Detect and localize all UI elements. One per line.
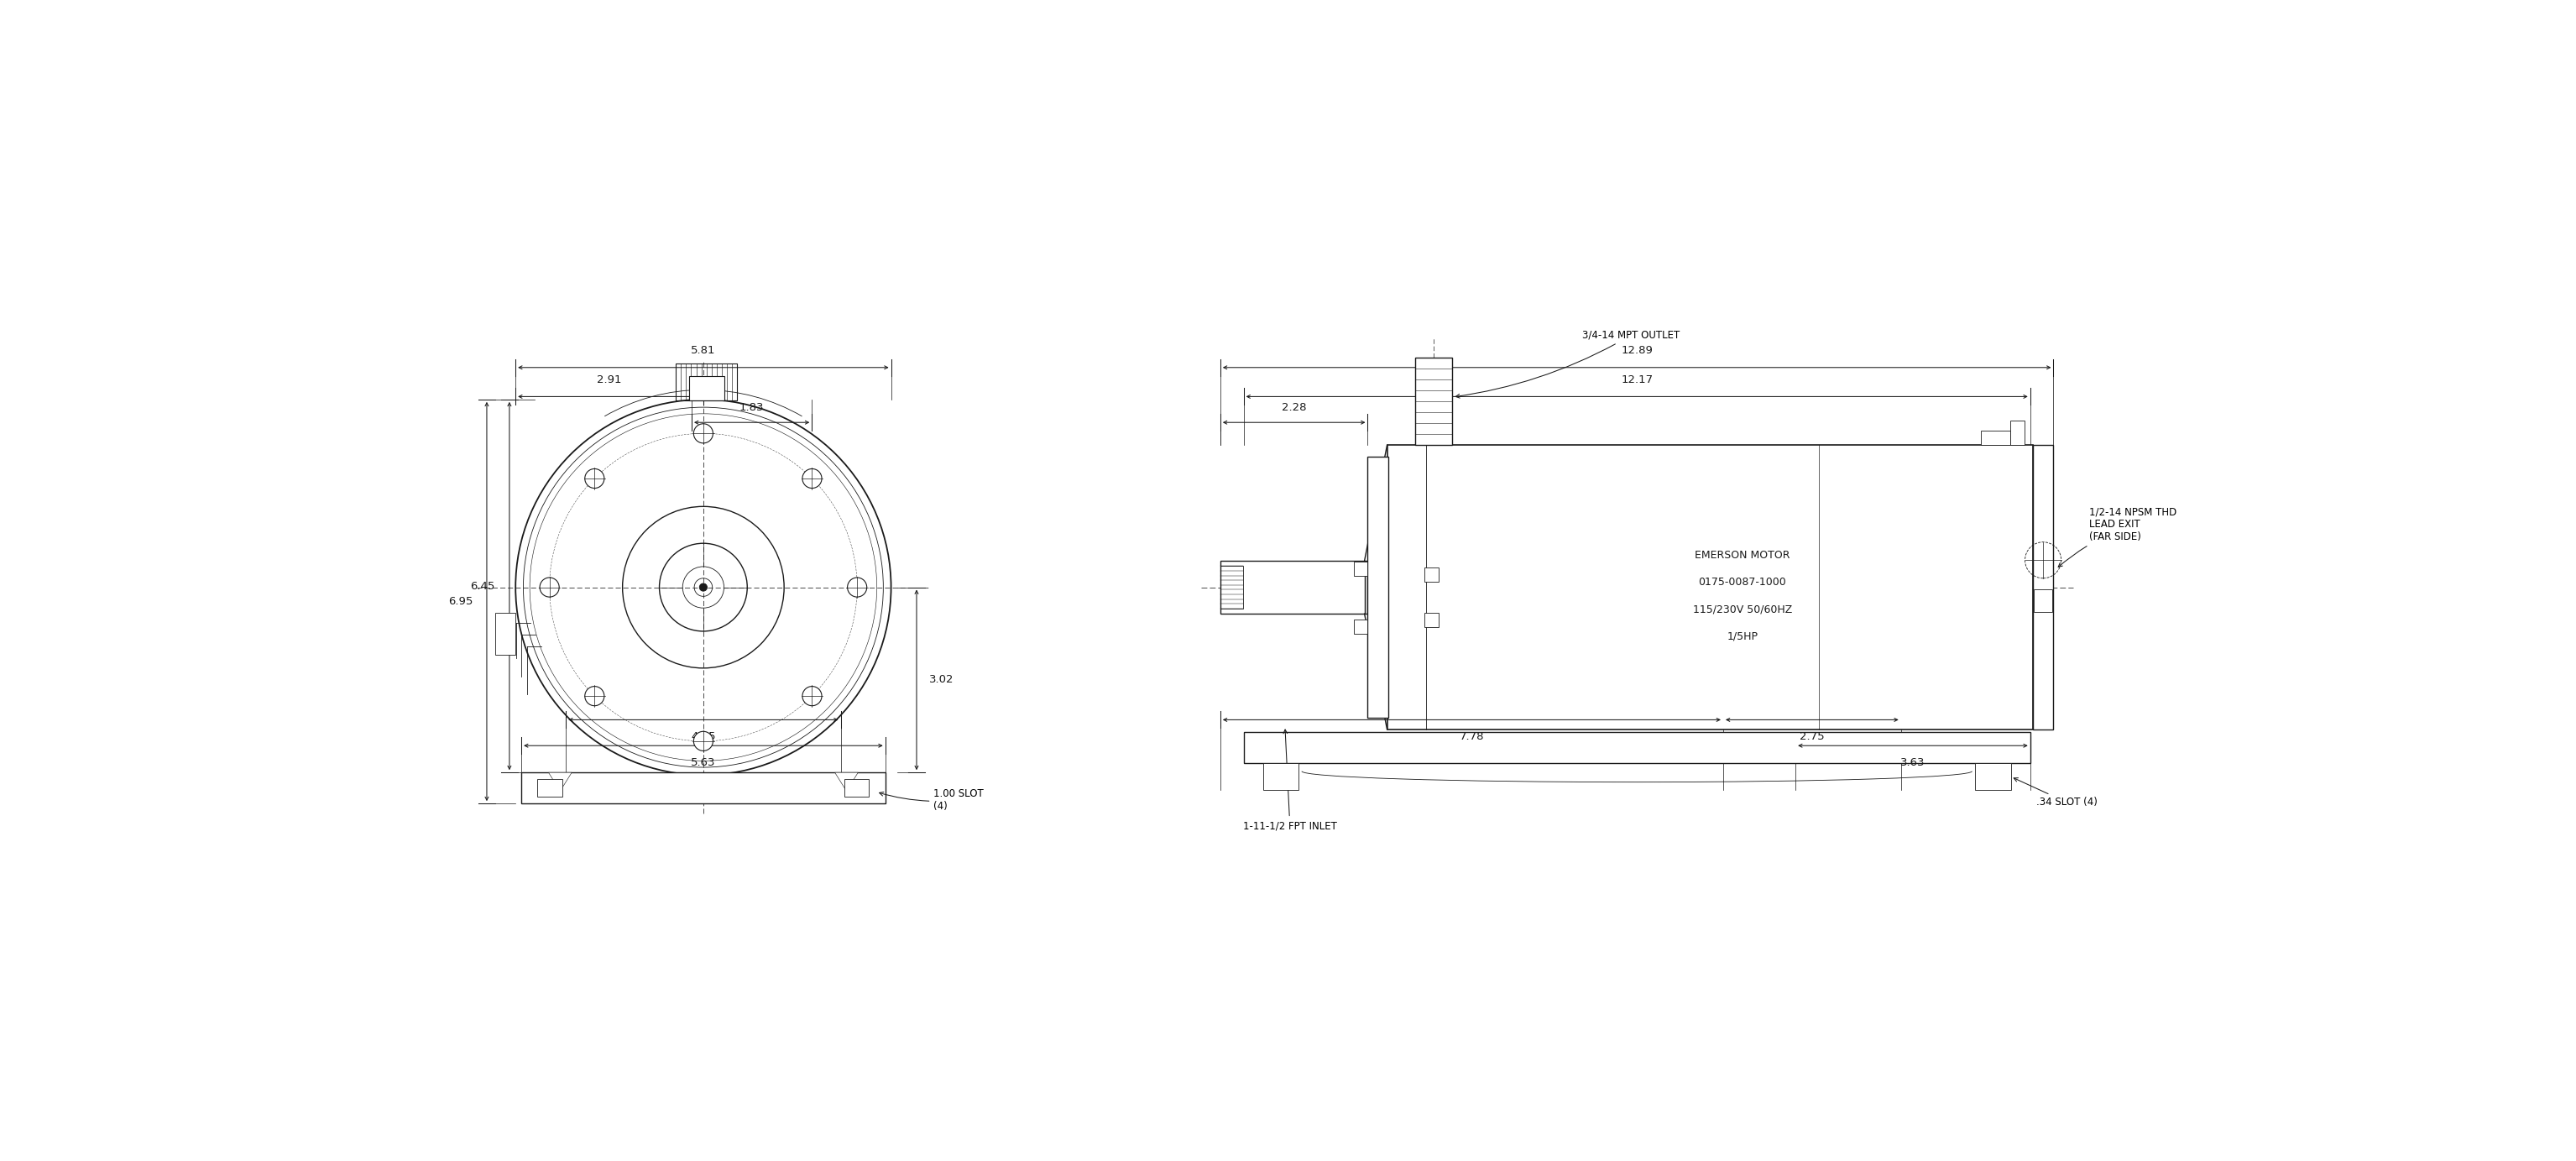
Bar [1425,613,1440,627]
Text: 0175-0087-1000: 0175-0087-1000 [1698,577,1785,587]
Bar [1976,763,2012,791]
Bar [688,376,724,401]
Polygon shape [549,772,572,791]
Bar [1352,620,1368,634]
Bar [1425,568,1440,582]
Bar [1244,733,2030,763]
Text: 1.00 SLOT
(4): 1.00 SLOT (4) [878,788,984,812]
Text: 3/4-14 MPT OUTLET: 3/4-14 MPT OUTLET [1455,330,1680,398]
Bar [538,779,562,798]
Text: 3.63: 3.63 [1901,757,1924,769]
Text: 6.95: 6.95 [448,596,471,607]
Text: 12.89: 12.89 [1620,345,1654,356]
Circle shape [801,469,822,488]
Circle shape [701,583,708,591]
Text: 6.45: 6.45 [471,580,495,591]
Text: 4.25: 4.25 [690,731,716,742]
Bar [1221,567,1244,608]
Bar [1981,431,2009,445]
Text: 2.75: 2.75 [1801,731,1824,742]
Text: 7.78: 7.78 [1461,731,1484,742]
Bar [495,613,515,655]
Circle shape [693,731,714,751]
Bar [1262,763,1298,791]
Bar [2032,445,2053,729]
Text: 12.17: 12.17 [1620,374,1654,385]
Circle shape [541,577,559,597]
Text: 1-11-1/2 FPT INLET: 1-11-1/2 FPT INLET [1244,729,1337,831]
Circle shape [693,424,714,444]
Circle shape [848,577,866,597]
Text: 1/2-14 NPSM THD
LEAD EXIT
(FAR SIDE): 1/2-14 NPSM THD LEAD EXIT (FAR SIDE) [2058,506,2177,567]
Text: 115/230V 50/60HZ: 115/230V 50/60HZ [1692,604,1793,614]
Text: 5.81: 5.81 [690,345,716,356]
Text: 5.63: 5.63 [690,757,716,769]
Bar [845,779,868,798]
Bar [1386,445,2032,729]
Text: 2.91: 2.91 [598,374,621,385]
Circle shape [801,686,822,706]
Text: EMERSON MOTOR: EMERSON MOTOR [1695,549,1790,561]
Bar [1368,456,1388,719]
Text: .34 SLOT (4): .34 SLOT (4) [2014,778,2097,808]
Bar [2035,590,2053,612]
Polygon shape [835,772,858,791]
Bar [520,772,886,803]
Text: 3.02: 3.02 [930,675,953,685]
Bar [1352,562,1368,576]
Bar [1414,358,1453,445]
Text: 1.83: 1.83 [739,402,765,413]
Bar [1221,561,1368,614]
Text: 2.28: 2.28 [1283,402,1306,413]
Circle shape [585,686,605,706]
Text: 1/5HP: 1/5HP [1726,630,1757,642]
Bar [2009,420,2025,445]
Circle shape [585,469,605,488]
Bar [675,363,737,401]
